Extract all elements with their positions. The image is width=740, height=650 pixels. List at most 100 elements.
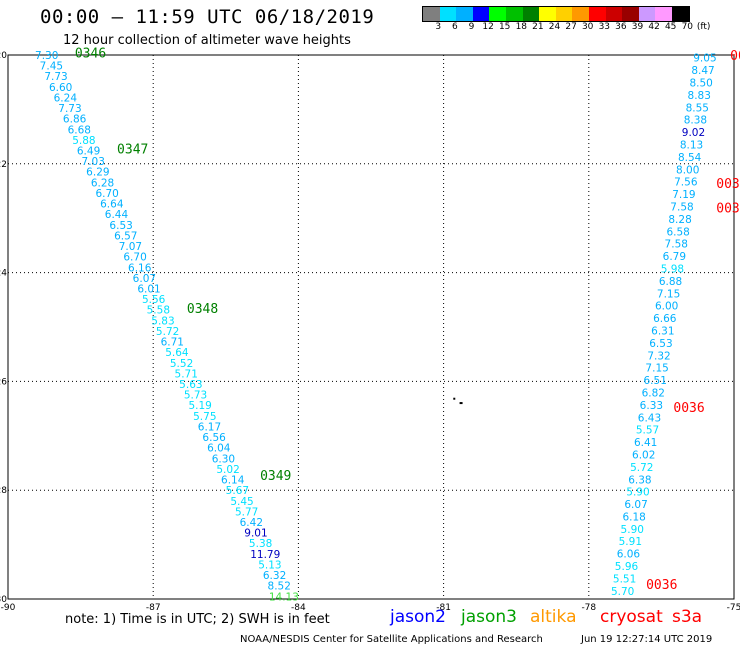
swh-value: 5.02 [216, 464, 239, 476]
swh-value: 7.73 [58, 103, 81, 115]
swh-value: 5.77 [235, 506, 258, 518]
legend-swatch-45 [655, 7, 672, 21]
lat-tick-label: -26 [0, 377, 7, 387]
legend-swatch-33 [588, 7, 606, 21]
swh-value: 5.72 [630, 462, 653, 474]
swh-value: 6.64 [100, 199, 124, 211]
legend-label-30: 30 [581, 22, 594, 32]
legend-swatch-9 [456, 7, 473, 21]
swh-value: 8.13 [680, 140, 703, 152]
swh-value: 8.54 [678, 152, 702, 164]
swh-value: 6.57 [114, 230, 137, 242]
legend-label-33: 33 [598, 22, 611, 32]
legend-label-21: 21 [532, 22, 544, 32]
swh-value: 6.60 [49, 82, 72, 94]
swh-value: 7.19 [672, 189, 695, 201]
swh-value: 5.45 [230, 496, 253, 508]
swh-value: 5.88 [72, 135, 95, 147]
swh-value: 6.38 [628, 474, 651, 486]
island-mark [459, 402, 463, 405]
swh-value: 6.42 [240, 517, 263, 529]
swh-value: 6.51 [644, 375, 667, 387]
swh-value: 5.73 [184, 390, 207, 402]
legend-swatch-27 [555, 7, 573, 21]
swh-value: 5.75 [193, 411, 216, 423]
swh-value: 6.43 [638, 412, 661, 424]
legend-swatch-12 [472, 7, 490, 21]
swh-value: 6.01 [137, 283, 160, 295]
swh-value: 6.53 [109, 220, 132, 232]
swh-value: 6.29 [86, 167, 109, 179]
lat-tick-label: -28 [0, 486, 7, 496]
swh-value: 7.56 [674, 177, 698, 189]
swh-value: 8.47 [691, 65, 714, 77]
lon-tick-label: -87 [146, 603, 161, 613]
legend-swatch-24 [539, 7, 556, 21]
swh-value: 5.64 [165, 347, 189, 359]
swh-value: 8.52 [268, 581, 291, 593]
swh-value: 5.90 [621, 524, 644, 536]
swh-value: 5.91 [619, 536, 642, 548]
swh-value: 9.01 [244, 528, 267, 540]
swh-value: 5.63 [179, 379, 202, 391]
legend-swatch-18 [505, 7, 523, 21]
legend-label-27: 27 [565, 22, 577, 32]
lat-tick-label: -30 [0, 595, 7, 605]
swh-value: 6.79 [663, 251, 686, 263]
swh-value: 6.70 [95, 188, 118, 200]
swh-value: 8.55 [686, 102, 709, 114]
swh-value: 6.24 [54, 92, 78, 104]
swh-value: 6.07 [133, 273, 156, 285]
pass-time-label: 0349 [260, 469, 291, 484]
legend-label-18: 18 [515, 22, 528, 32]
legend-label-39: 39 [631, 22, 644, 32]
swh-value: 5.52 [170, 358, 193, 370]
swh-value: 7.15 [645, 363, 668, 375]
swh-value: 8.28 [668, 214, 691, 226]
swh-value: 5.90 [626, 487, 649, 499]
pass-time-label: 00 [730, 49, 740, 64]
swh-value: 6.00 [655, 301, 678, 313]
swh-value: 5.70 [611, 586, 634, 598]
swh-value: 6.70 [123, 252, 146, 264]
swh-value: 6.30 [212, 453, 235, 465]
swh-value: 6.71 [161, 337, 184, 349]
lat-tick-label: -20 [0, 51, 7, 61]
swh-value: 7.58 [665, 239, 688, 251]
pass-time-label: 0347 [117, 143, 148, 158]
swh-value: 6.16 [128, 262, 152, 274]
satellite-name-altika: altika [530, 607, 577, 627]
satellite-name-jason3: jason3 [461, 607, 517, 627]
pass-time-label: 0346 [75, 46, 106, 61]
swh-value: 8.00 [676, 164, 699, 176]
pass-time-label: 003 [716, 201, 739, 216]
swh-value: 6.31 [651, 325, 674, 337]
swh-value: 6.86 [63, 114, 87, 126]
plot-frame [7, 54, 735, 600]
swh-value: 6.17 [198, 421, 221, 433]
pass-time-label: 0036 [646, 578, 677, 593]
lon-tick-label: -90 [1, 603, 16, 613]
pass-time-label: 003 [716, 177, 739, 192]
credit-text: NOAA/NESDIS Center for Satellite Applica… [240, 634, 543, 645]
legend-label-6: 6 [452, 22, 458, 32]
swh-value: 6.66 [653, 313, 677, 325]
generated-timestamp: Jun 19 12:27:14 UTC 2019 [581, 634, 713, 645]
legend-swatch-21 [522, 7, 540, 21]
swh-value: 5.19 [188, 400, 211, 412]
swh-value: 5.51 [613, 573, 636, 585]
swh-value: 5.72 [156, 326, 179, 338]
satellite-name-s3a: s3a [672, 607, 703, 627]
lat-tick-label: -22 [0, 160, 7, 170]
pass-time-label: 0036 [673, 401, 704, 416]
swh-value: 9.05 [693, 53, 716, 65]
map-title: 00:00 – 11:59 UTC 06/18/2019 [40, 6, 375, 28]
swh-value: 6.06 [617, 549, 641, 561]
swh-value: 6.18 [622, 511, 645, 523]
swh-value: 8.50 [689, 78, 712, 90]
swh-value: 5.38 [249, 538, 272, 550]
legend-label-42: 42 [648, 22, 660, 32]
swh-value: 6.44 [105, 209, 129, 221]
swh-value: 6.56 [202, 432, 226, 444]
